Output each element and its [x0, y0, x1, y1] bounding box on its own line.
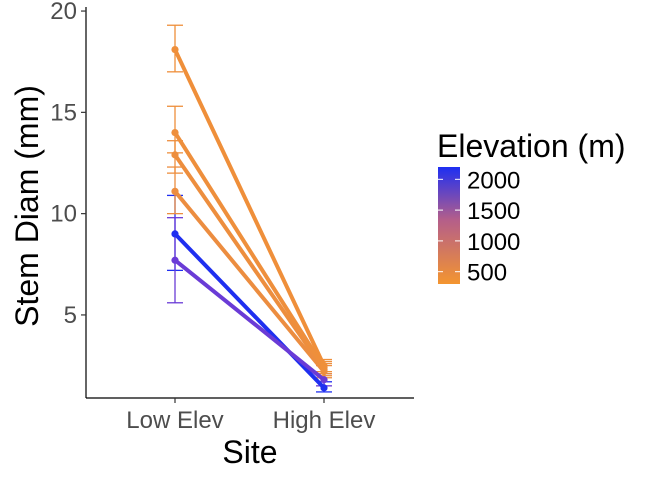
data-point: [171, 151, 179, 159]
x-tick-label: Low Elev: [126, 407, 223, 434]
series-layer: [167, 24, 332, 393]
series-line: [173, 47, 326, 368]
series-line: [173, 152, 326, 372]
y-ticks: 5 10 15 20: [50, 0, 86, 329]
legend-title: Elevation (m): [437, 128, 626, 164]
legend-label: 1000: [467, 229, 520, 256]
data-point: [171, 45, 179, 54]
y-tick-label: 20: [50, 0, 77, 25]
series-line: [173, 130, 326, 370]
legend-label: 1500: [467, 198, 520, 225]
legend-ticks: 2000 1500 1000 500: [438, 167, 520, 287]
x-axis-title: Site: [222, 434, 277, 470]
data-point: [320, 376, 328, 384]
y-tick-label: 5: [64, 302, 77, 329]
x-tick-label: High Elev: [273, 407, 376, 434]
data-point: [171, 256, 179, 264]
series-line: [173, 258, 326, 382]
legend-colorbar: [438, 167, 460, 284]
data-point: [171, 230, 179, 238]
legend-label: 500: [467, 260, 507, 287]
data-point: [171, 129, 179, 137]
data-point: [320, 361, 328, 370]
series-lines: [173, 47, 326, 390]
legend-label: 2000: [467, 167, 520, 194]
y-tick-label: 15: [50, 99, 77, 126]
data-point: [171, 187, 179, 195]
x-ticks: Low Elev High Elev: [126, 398, 375, 434]
series-points: [171, 45, 328, 392]
series-line: [173, 189, 326, 374]
axes: 5 10 15 20 Low Elev High Elev: [50, 0, 414, 434]
y-tick-label: 10: [50, 201, 77, 228]
series-line: [173, 231, 326, 390]
data-point: [320, 384, 328, 392]
y-axis-title: Stem Diam (mm): [9, 85, 45, 327]
legend: Elevation (m) 2000 1500 1000 500: [437, 128, 626, 287]
